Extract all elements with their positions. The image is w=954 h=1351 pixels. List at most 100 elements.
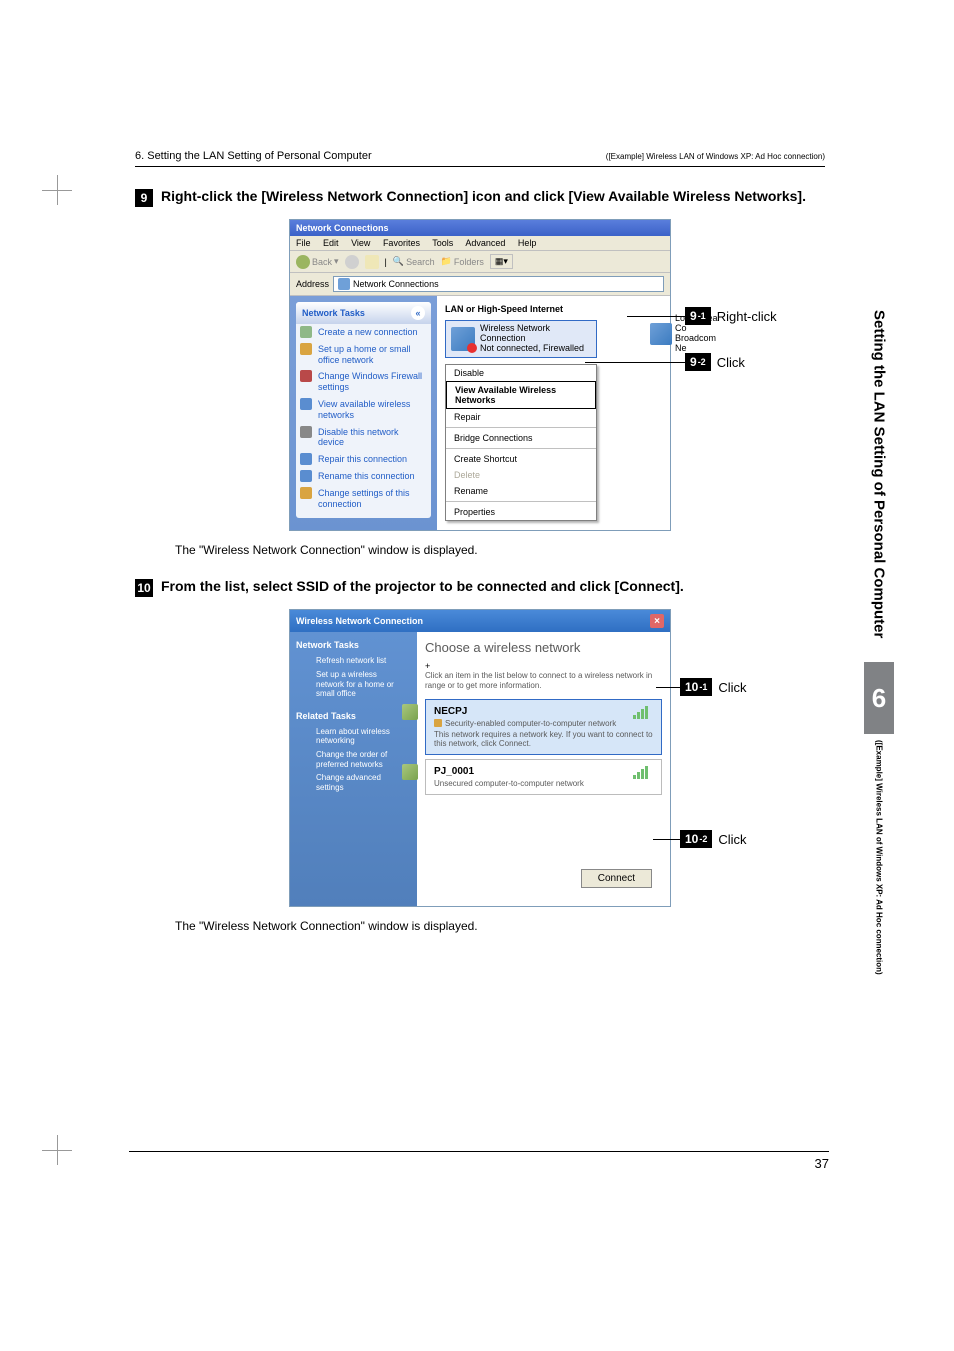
wireless-network-window: Wireless Network Connection × Network Ta… bbox=[289, 609, 671, 906]
page-content: 6. Setting the LAN Setting of Personal C… bbox=[135, 150, 825, 953]
callout-9-1: 9-1 Right-click bbox=[685, 307, 777, 325]
wnc-body: Network Tasks Refresh network list Set u… bbox=[290, 632, 670, 905]
close-icon[interactable]: × bbox=[650, 614, 664, 628]
caption-1: The "Wireless Network Connection" window… bbox=[175, 543, 825, 557]
callout-tag: 9-1 bbox=[685, 307, 711, 325]
wnc-side-label: Related Tasks bbox=[296, 711, 411, 721]
menu-tools[interactable]: Tools bbox=[432, 238, 453, 248]
sidebar-create-connection[interactable]: Create a new connection bbox=[296, 324, 431, 341]
step-10-heading: 10 From the list, select SSID of the pro… bbox=[135, 577, 825, 597]
ctx-separator bbox=[446, 448, 596, 449]
chapter-header: 6. Setting the LAN Setting of Personal C… bbox=[135, 150, 825, 167]
ctx-view-available[interactable]: View Available Wireless Networks bbox=[446, 381, 596, 409]
screenshot-10: Wireless Network Connection × Network Ta… bbox=[135, 609, 825, 906]
network-name: PJ_0001 bbox=[434, 766, 653, 777]
crop-mark-bl bbox=[42, 1135, 72, 1165]
callout-label: Click bbox=[717, 355, 745, 370]
antenna-icon bbox=[402, 704, 418, 720]
sidebar-view-wireless[interactable]: View available wireless networks bbox=[296, 396, 431, 424]
task-icon bbox=[300, 453, 312, 465]
menu-edit[interactable]: Edit bbox=[323, 238, 339, 248]
callout-tag: 10-2 bbox=[680, 830, 712, 848]
search-button[interactable]: 🔍 Search bbox=[393, 256, 435, 267]
ctx-repair[interactable]: Repair bbox=[446, 409, 596, 425]
sidebar-setup-wireless[interactable]: Set up a wireless network for a home or … bbox=[296, 668, 411, 701]
up-icon[interactable] bbox=[365, 255, 379, 269]
menu-view[interactable]: View bbox=[351, 238, 370, 248]
step-10-text: From the list, select SSID of the projec… bbox=[161, 577, 825, 597]
signal-icon bbox=[633, 706, 655, 720]
network-desc: Security-enabled computer-to-computer ne… bbox=[434, 719, 653, 728]
back-icon bbox=[296, 255, 310, 269]
callout-line bbox=[653, 839, 680, 840]
sidebar-refresh[interactable]: Refresh network list bbox=[296, 654, 411, 668]
address-label: Address bbox=[296, 279, 329, 289]
nc-menubar[interactable]: File Edit View Favorites Tools Advanced … bbox=[290, 236, 670, 251]
forward-icon[interactable] bbox=[345, 255, 359, 269]
nc-sidebar: Network Tasks« Create a new connection S… bbox=[290, 296, 437, 530]
wireless-text: Wireless Network Connection Not connecte… bbox=[480, 324, 591, 354]
network-desc: Unsecured computer-to-computer network bbox=[434, 779, 653, 788]
callout-label: Click bbox=[718, 680, 746, 695]
callout-line bbox=[585, 362, 685, 363]
ctx-shortcut[interactable]: Create Shortcut bbox=[446, 451, 596, 467]
callout-10-2: 10-2 Click bbox=[680, 830, 747, 848]
menu-help[interactable]: Help bbox=[518, 238, 537, 248]
views-button[interactable]: ▦▾ bbox=[490, 254, 513, 269]
back-button[interactable]: Back ▾ bbox=[296, 255, 339, 269]
crop-mark-tl bbox=[42, 175, 72, 205]
callout-label: Right-click bbox=[717, 309, 777, 324]
callout-10-1: 10-1 Click bbox=[680, 678, 747, 696]
ctx-rename[interactable]: Rename bbox=[446, 483, 596, 499]
address-input[interactable]: Network Connections bbox=[333, 276, 664, 292]
signal-icon bbox=[633, 766, 655, 780]
sidebar-repair[interactable]: Repair this connection bbox=[296, 451, 431, 468]
callout-label: Click bbox=[718, 832, 746, 847]
wnc-footer: Connect bbox=[425, 859, 662, 898]
wireless-connection-icon[interactable]: Wireless Network Connection Not connecte… bbox=[445, 320, 597, 358]
nc-body: Network Tasks« Create a new connection S… bbox=[290, 296, 670, 530]
step-9-number: 9 bbox=[135, 189, 153, 207]
menu-file[interactable]: File bbox=[296, 238, 311, 248]
network-item-1[interactable]: NECPJ Security-enabled computer-to-compu… bbox=[425, 699, 662, 755]
ctx-bridge[interactable]: Bridge Connections bbox=[446, 430, 596, 446]
network-tasks-title[interactable]: Network Tasks« bbox=[296, 302, 431, 324]
lan-icon bbox=[650, 323, 672, 345]
connect-button[interactable]: Connect bbox=[581, 869, 652, 888]
chapter-title: 6. Setting the LAN Setting of Personal C… bbox=[135, 150, 372, 162]
nc-toolbar: Back ▾ | 🔍 Search 📁 Folders ▦▾ bbox=[290, 251, 670, 273]
sidebar-learn[interactable]: Learn about wireless networking bbox=[296, 725, 411, 748]
sidebar-change-order[interactable]: Change the order of preferred networks bbox=[296, 748, 411, 771]
network-item-2[interactable]: PJ_0001 Unsecured computer-to-computer n… bbox=[425, 759, 662, 795]
network-name: NECPJ bbox=[434, 706, 653, 717]
ctx-disable[interactable]: Disable bbox=[446, 365, 596, 381]
task-icon bbox=[300, 487, 312, 499]
rail-title: Setting the LAN Setting of Personal Comp… bbox=[871, 310, 888, 638]
wnc-titlebar: Wireless Network Connection × bbox=[290, 610, 670, 632]
sidebar-rename[interactable]: Rename this connection bbox=[296, 468, 431, 485]
step-9: 9 Right-click the [Wireless Network Conn… bbox=[135, 187, 825, 557]
step-9-heading: 9 Right-click the [Wireless Network Conn… bbox=[135, 187, 825, 207]
chapter-subtitle: ([Example] Wireless LAN of Windows XP: A… bbox=[606, 152, 825, 161]
sidebar-change-settings[interactable]: Change settings of this connection bbox=[296, 485, 431, 513]
sidebar-setup-network[interactable]: Set up a home or small office network bbox=[296, 341, 431, 369]
ctx-separator bbox=[446, 427, 596, 428]
choose-subtext: Click an item in the list below to conne… bbox=[425, 671, 662, 690]
task-icon bbox=[300, 398, 312, 410]
ctx-properties[interactable]: Properties bbox=[446, 504, 596, 520]
network-connections-window: Network Connections File Edit View Favor… bbox=[289, 219, 671, 531]
menu-advanced[interactable]: Advanced bbox=[465, 238, 505, 248]
ctx-delete: Delete bbox=[446, 467, 596, 483]
folders-button[interactable]: 📁 Folders bbox=[441, 256, 484, 267]
sidebar-disable[interactable]: Disable this network device bbox=[296, 424, 431, 452]
wnc-related-tasks: Related Tasks Learn about wireless netwo… bbox=[296, 711, 411, 795]
callout-line bbox=[656, 687, 680, 688]
sidebar-firewall[interactable]: Change Windows Firewall settings bbox=[296, 368, 431, 396]
choose-heading: Choose a wireless network bbox=[425, 640, 662, 655]
caption-2: The "Wireless Network Connection" window… bbox=[175, 919, 825, 933]
sidebar-advanced[interactable]: Change advanced settings bbox=[296, 771, 411, 794]
rail-subtitle: ([Example] Wireless LAN of Windows XP: A… bbox=[875, 740, 884, 975]
menu-favorites[interactable]: Favorites bbox=[383, 238, 420, 248]
step-10: 10 From the list, select SSID of the pro… bbox=[135, 577, 825, 932]
lan-group-label: LAN or High-Speed Internet bbox=[445, 304, 662, 314]
